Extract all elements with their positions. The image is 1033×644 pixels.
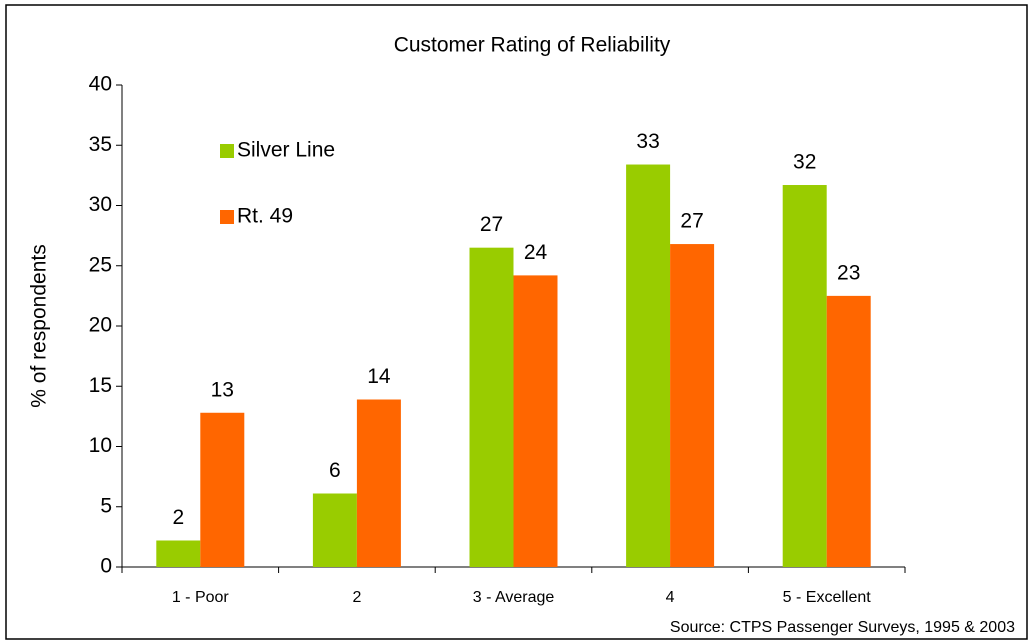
y-tick-label: 10 xyxy=(89,434,112,457)
value-label: 13 xyxy=(211,378,234,401)
bar xyxy=(670,244,715,567)
value-label: 27 xyxy=(680,210,703,233)
bar xyxy=(356,399,401,567)
bar xyxy=(782,185,827,567)
bar xyxy=(513,275,558,567)
y-tick-label: 15 xyxy=(89,374,112,397)
value-label: 33 xyxy=(636,130,659,153)
value-label: 14 xyxy=(367,365,391,388)
value-label: 2 xyxy=(172,506,184,529)
y-tick-label: 40 xyxy=(89,73,112,96)
x-tick-label: 1 - Poor xyxy=(172,589,230,606)
bar xyxy=(312,493,357,567)
x-tick-label: 5 - Excellent xyxy=(783,589,872,606)
x-tick-label: 4 xyxy=(666,589,675,606)
y-axis-label: % of respondents xyxy=(28,244,51,407)
y-tick-label: 30 xyxy=(89,193,112,216)
value-label: 23 xyxy=(837,261,860,284)
y-tick-label: 0 xyxy=(100,555,112,578)
bar xyxy=(826,295,871,567)
bar xyxy=(469,247,514,568)
value-label: 27 xyxy=(480,213,503,236)
legend-label: Rt. 49 xyxy=(237,205,293,228)
y-tick-label: 5 xyxy=(100,494,112,517)
chart-title: Customer Rating of Reliability xyxy=(394,34,671,57)
legend-swatch xyxy=(220,210,234,224)
x-tick-label: 3 - Average xyxy=(473,589,555,606)
y-tick-label: 25 xyxy=(89,253,112,276)
bar xyxy=(200,412,245,567)
legend-label: Silver Line xyxy=(237,139,335,162)
y-tick-label: 20 xyxy=(89,314,112,337)
source-note: Source: CTPS Passenger Surveys, 1995 & 2… xyxy=(670,619,1015,636)
bar xyxy=(626,164,671,567)
value-label: 32 xyxy=(793,151,816,174)
bar xyxy=(156,540,201,567)
value-label: 24 xyxy=(524,241,548,264)
y-tick-label: 35 xyxy=(89,133,112,156)
x-tick-label: 2 xyxy=(352,589,361,606)
value-label: 6 xyxy=(329,459,341,482)
legend-swatch xyxy=(220,144,234,158)
